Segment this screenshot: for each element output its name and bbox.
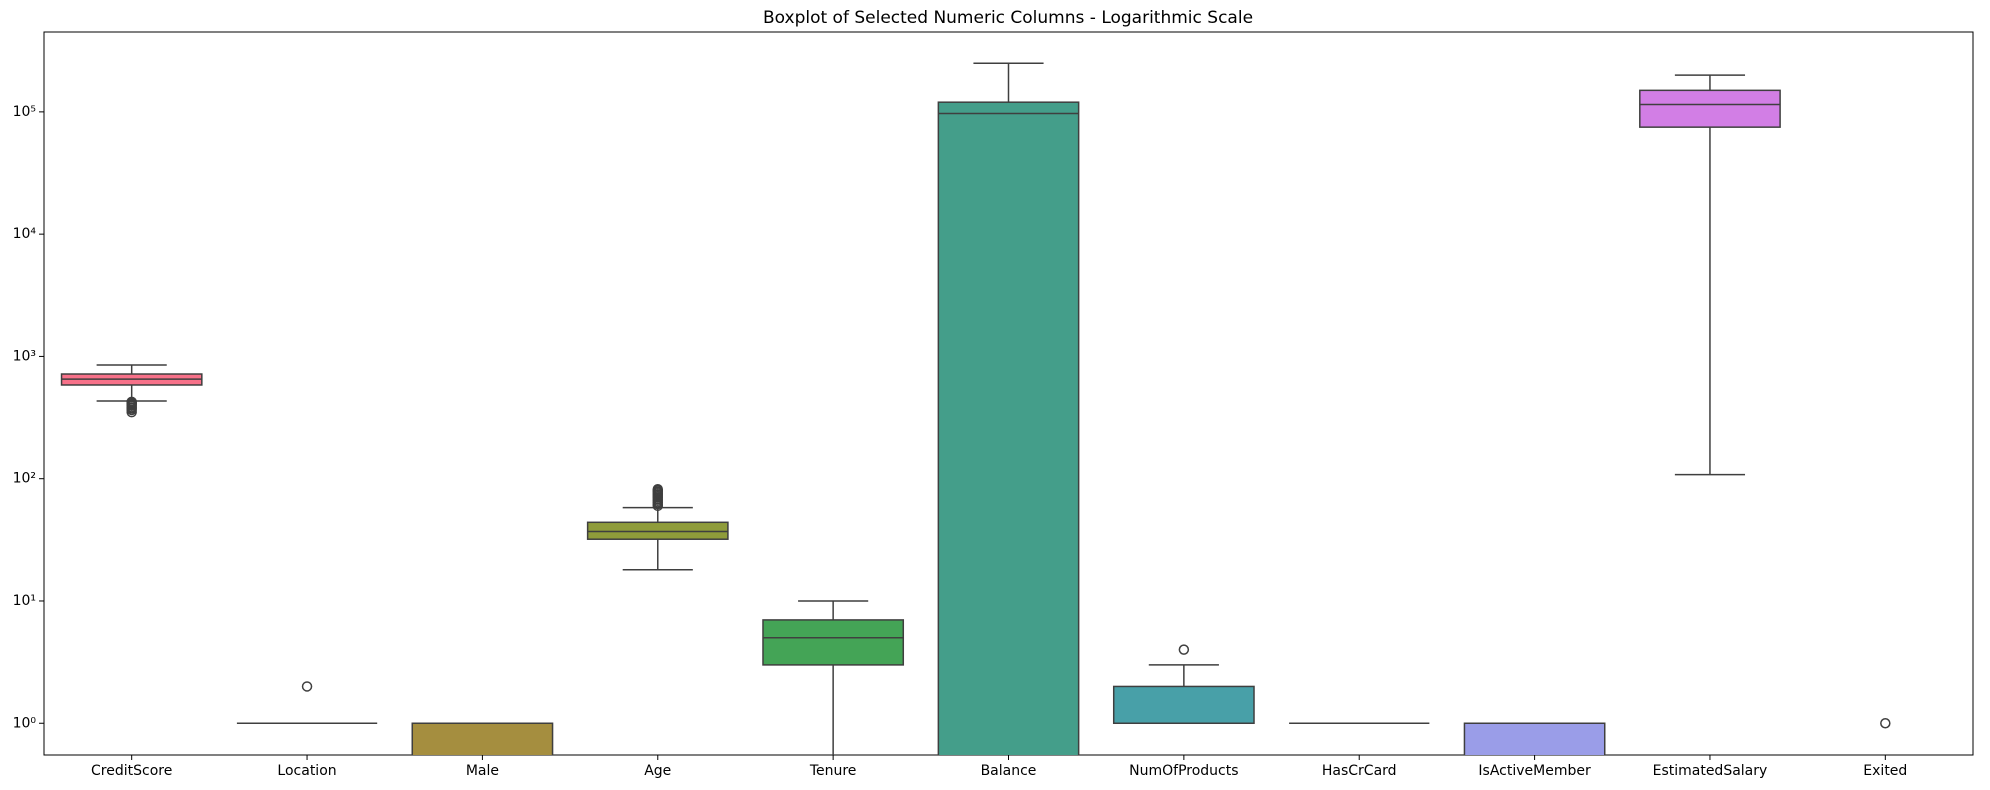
x-tick-label: CreditScore [91,763,172,779]
box [1112,685,1255,725]
y-tick-label: 10⁰ [13,715,37,731]
outlier [301,681,313,692]
x-tick-label: Tenure [809,763,857,779]
y-tick-label: 10⁵ [13,104,36,120]
y-tick-label: 10² [13,471,36,487]
box [1639,89,1781,128]
outlier [126,396,137,408]
x-tick-label: IsActiveMember [1478,763,1591,779]
outlier [1880,718,1891,729]
x-tick-label: Exited [1863,763,1907,779]
y-tick-label: 10¹ [13,593,36,609]
x-tick-label: NumOfProducts [1129,763,1238,779]
outlier [652,483,664,495]
box [411,722,554,755]
x-tick-label: Location [277,763,336,779]
y-tick-label: 10⁴ [13,226,37,242]
x-tick-label: HasCrCard [1322,763,1397,779]
plot-area [60,62,1891,755]
outlier [1178,644,1190,655]
x-tick-label: EstimatedSalary [1653,763,1768,779]
x-tick-label: Balance [981,763,1037,779]
x-tick-label: Male [466,763,499,779]
y-tick-label: 10³ [13,348,36,364]
box [1463,722,1606,755]
chart-title: Boxplot of Selected Numeric Columns - Lo… [763,8,1253,28]
box [937,101,1080,755]
box [762,619,905,666]
x-tick-label: Age [644,763,671,779]
